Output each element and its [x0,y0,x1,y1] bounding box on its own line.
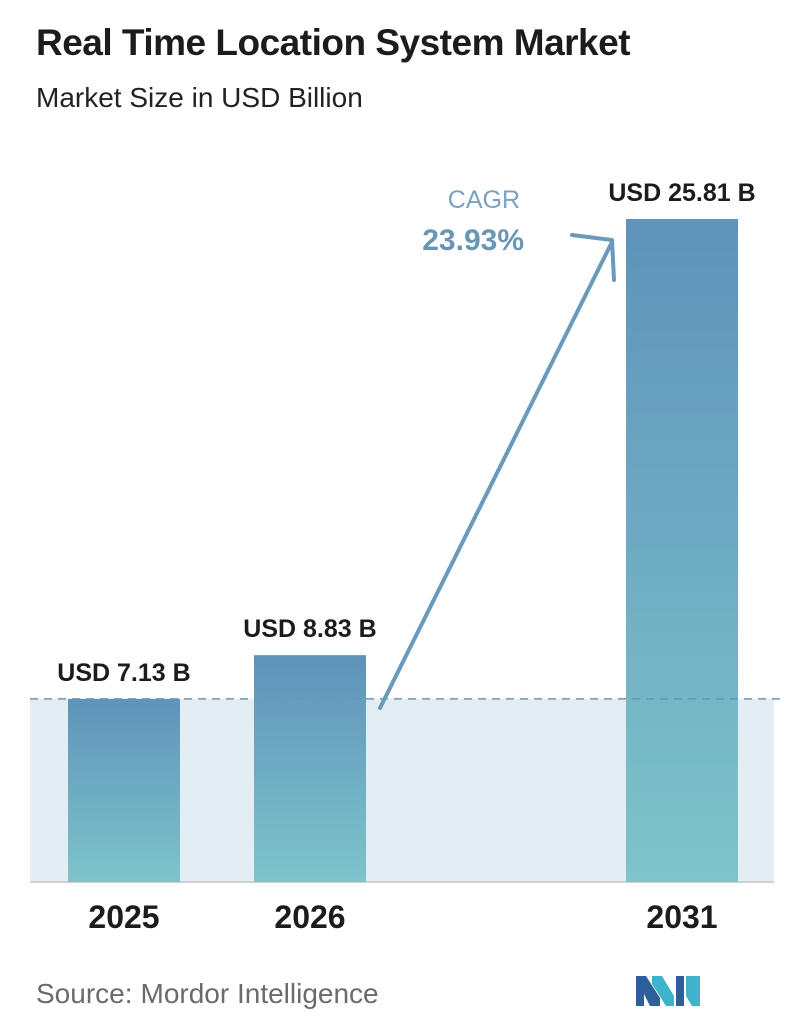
cagr-arrowhead [570,233,616,282]
x-tick-2025: 2025 [88,899,159,935]
data-label-2031: USD 25.81 B [608,179,755,207]
data-label-2026: USD 8.83 B [243,615,376,643]
bar-2025 [68,698,180,882]
source-text: Source: Mordor Intelligence [36,978,379,1010]
x-tick-2031: 2031 [646,899,717,935]
bar-2026 [254,655,366,882]
source-name: Mordor Intelligence [140,978,379,1009]
cagr-arrow [378,240,614,710]
cagr-label: CAGR [448,186,520,214]
x-tick-2026: 2026 [274,899,345,935]
bar-2031 [626,219,738,882]
mordor-intelligence-logo [636,976,700,1006]
source-label: Source: [36,978,133,1009]
chart-subtitle: Market Size in USD Billion [36,82,363,113]
data-label-2025: USD 7.13 B [57,659,190,687]
chart-title: Real Time Location System Market [36,22,631,63]
bar-chart: USD 7.13 B 2025 USD 8.83 B 2026 USD 25.81 B 2… [30,179,780,935]
cagr-value: 23.93% [422,224,524,257]
